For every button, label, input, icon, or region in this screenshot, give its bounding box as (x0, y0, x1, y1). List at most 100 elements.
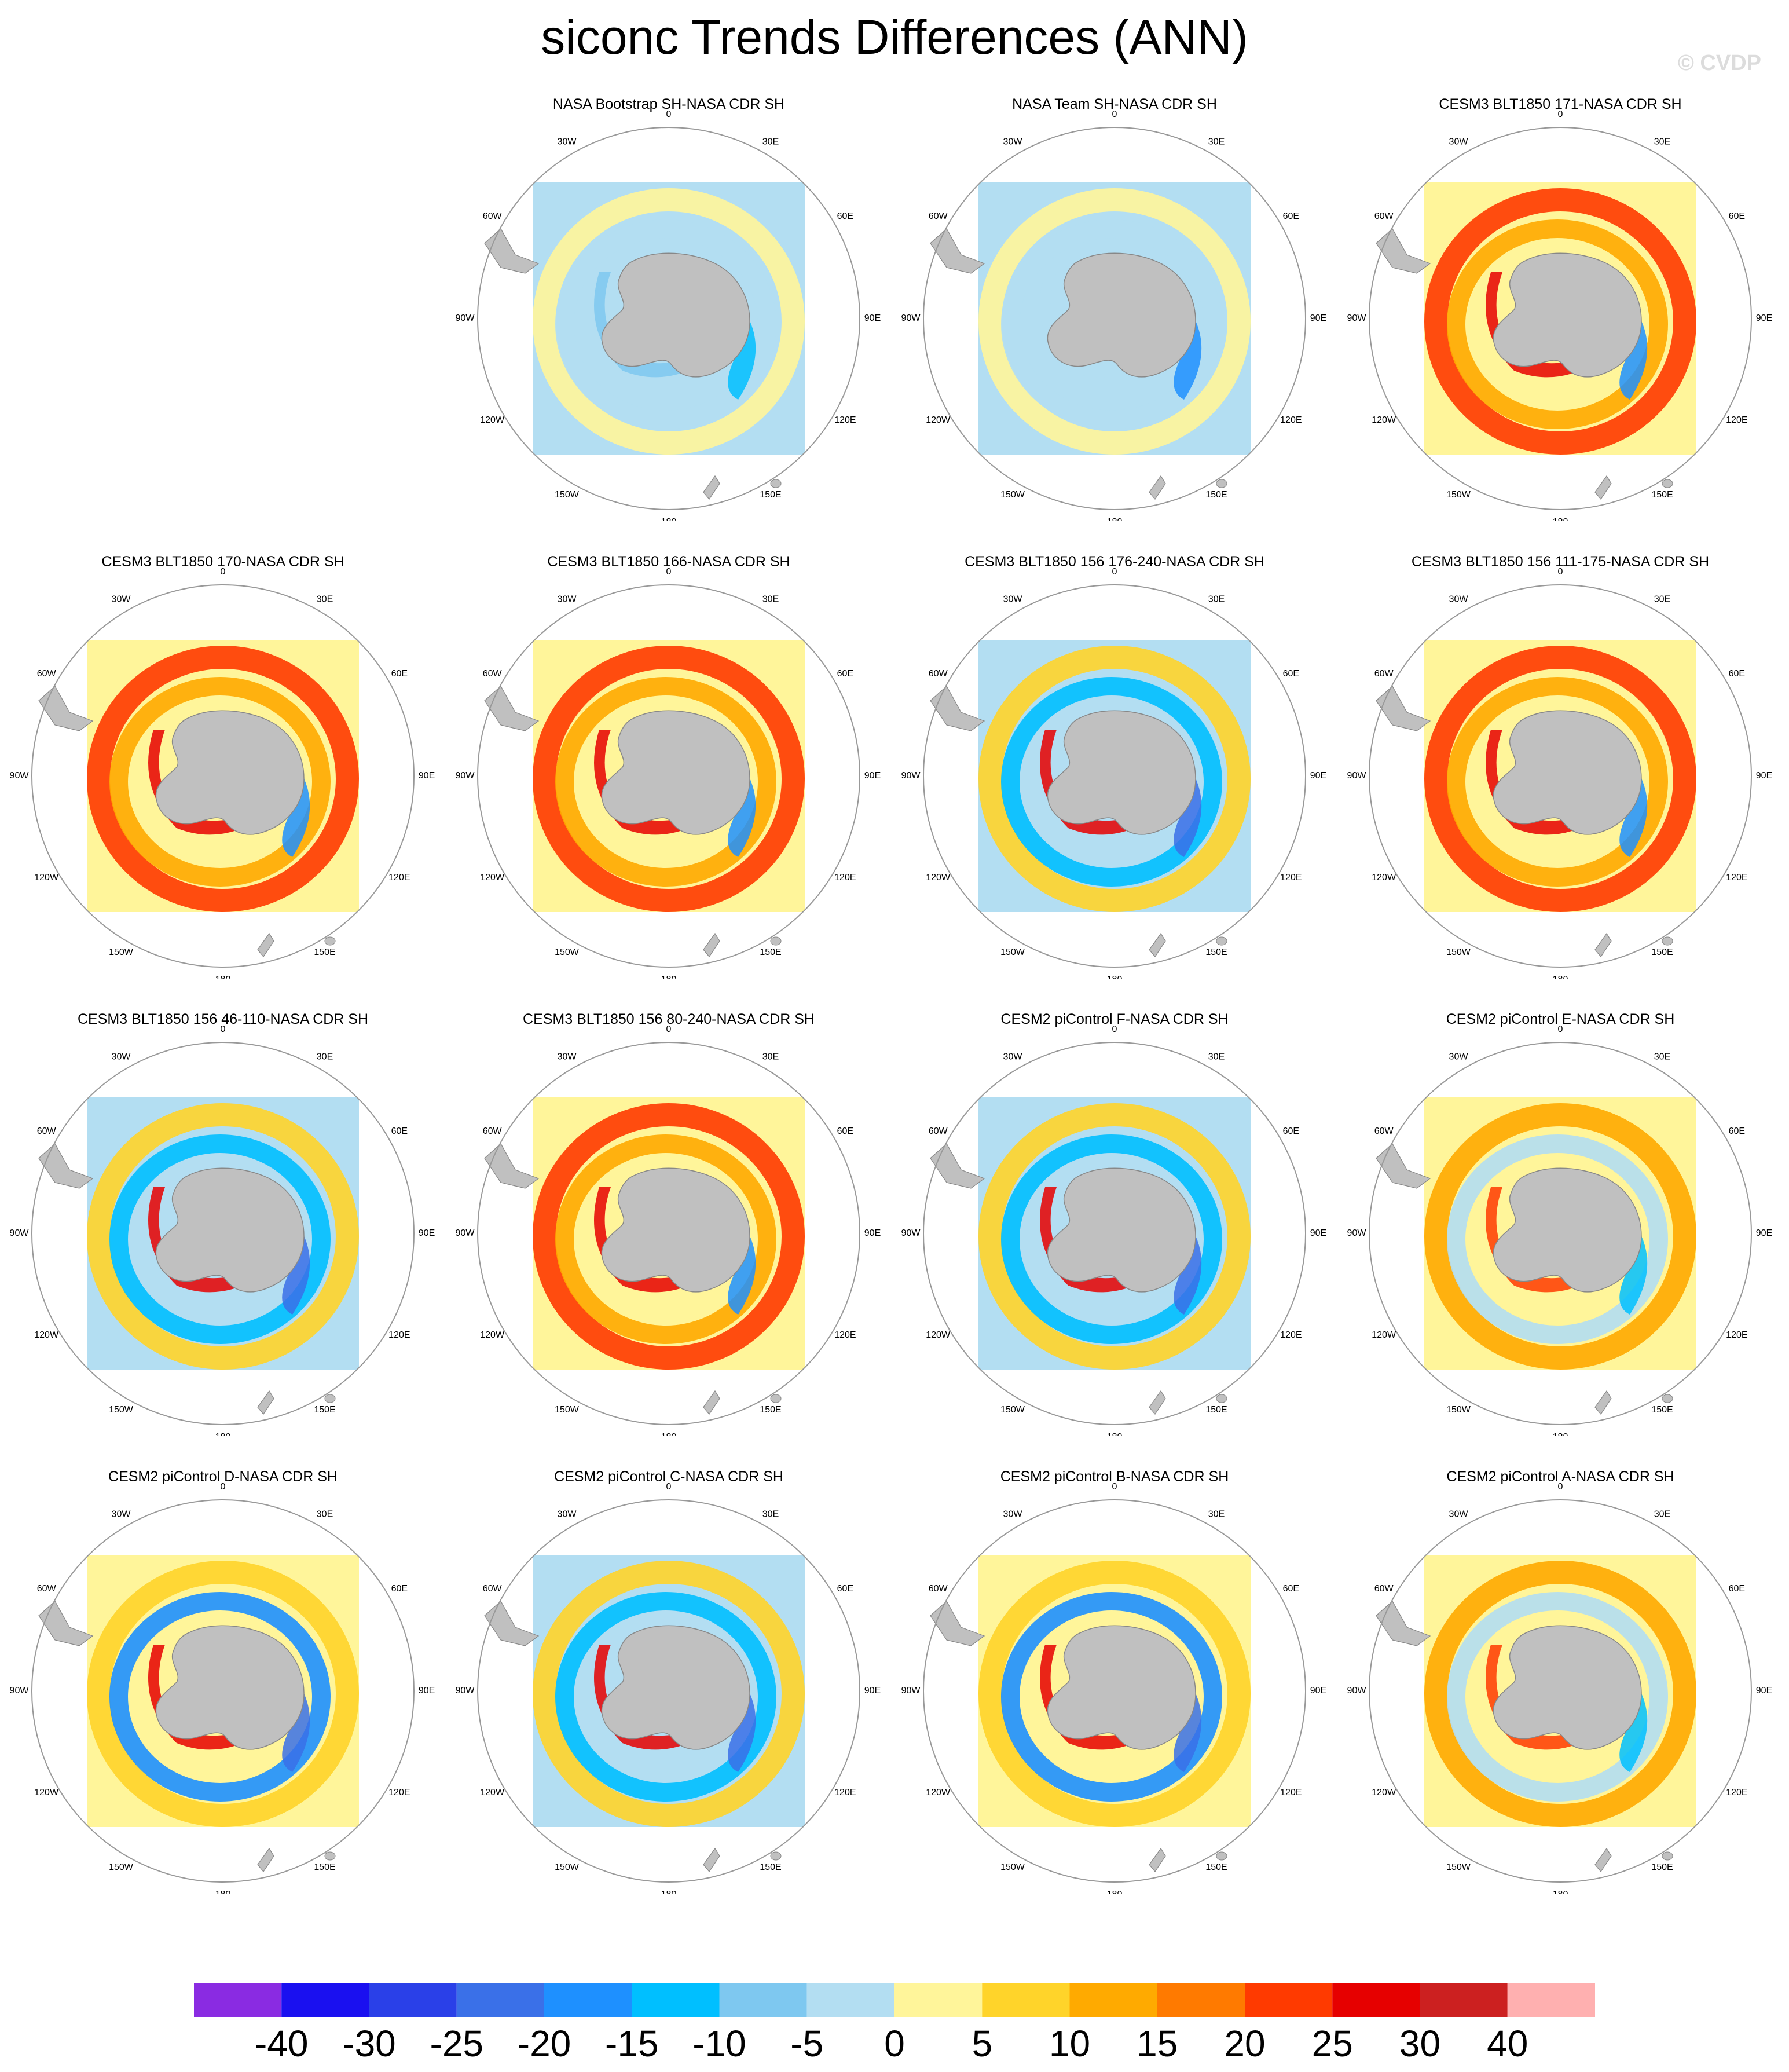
longitude-label: 0 (221, 567, 226, 577)
map-boundary-circle (477, 1499, 860, 1883)
longitude-label: 150W (109, 947, 134, 957)
south-america-landmass (1376, 1143, 1431, 1189)
map-boundary-circle (31, 1499, 415, 1883)
panel-title: CESM2 piControl F-NASA CDR SH (1000, 1011, 1228, 1027)
colorbar-swatch (1245, 1983, 1333, 2017)
new-zealand-landmass (703, 932, 720, 958)
panel-title: CESM3 BLT1850 156 46-110-NASA CDR SH (78, 1011, 368, 1027)
polar-map: CESM2 piControl E-NASA CDR SH0 30E 60E 90E 1… (1347, 1011, 1773, 1436)
longitude-label: 120W (480, 873, 505, 883)
anomaly-ring-outer (1424, 646, 1696, 912)
longitude-label: 30E (317, 1052, 333, 1061)
longitude-label: 90E (1756, 1686, 1772, 1696)
longitude-label: 30W (112, 1052, 131, 1061)
map-panel: CESM2 piControl A-NASA CDR SH 0 30E 60E 90E 1… (1337, 1465, 1783, 1894)
longitude-label: 120E (1280, 1788, 1302, 1798)
longitude-label: 90E (1756, 771, 1772, 781)
antarctica-landmass (601, 252, 750, 378)
longitude-label: 30W (558, 594, 577, 604)
anomaly-ring-outer (978, 188, 1251, 455)
tasmania-landmass (770, 479, 782, 488)
anomaly-ring-inner (1447, 1134, 1668, 1344)
colorbar-tick-label: 20 (1224, 2023, 1265, 2064)
colorbar-tick-label: 25 (1312, 2023, 1353, 2064)
longitude-label: 150W (1446, 1862, 1471, 1872)
panel-title: CESM3 BLT1850 156 111-175-NASA CDR SH (1412, 554, 1709, 570)
new-zealand-landmass (1149, 1390, 1166, 1415)
map-boundary-circle (1369, 1042, 1752, 1425)
tasmania-landmass (770, 1851, 782, 1861)
new-zealand-landmass (1594, 1847, 1612, 1873)
anomaly-ring-inner (1447, 1592, 1668, 1802)
longitude-label: 30W (1449, 1509, 1469, 1519)
anomaly-ring-inner (1447, 677, 1668, 887)
colorbar-tick-label: 40 (1487, 2023, 1528, 2064)
longitude-label: 30E (1654, 1509, 1670, 1519)
longitude-label: 150W (1000, 1862, 1025, 1872)
anomaly-ring-inner (1447, 219, 1668, 429)
longitude-label: 60W (929, 1126, 948, 1136)
longitude-label: 60E (1729, 1126, 1745, 1136)
longitude-label: 150E (760, 1405, 781, 1415)
longitude-label: 60E (1283, 669, 1299, 679)
panel-title: CESM3 BLT1850 170-NASA CDR SH (101, 554, 344, 570)
colorbar-tick-label: -10 (692, 2023, 746, 2064)
colorbar-tick-label: -30 (342, 2023, 396, 2064)
longitude-label: 60W (483, 1584, 503, 1594)
longitude-label: 0 (1558, 567, 1563, 577)
longitude-label: 60W (929, 669, 948, 679)
longitude-label: 90W (10, 1686, 30, 1696)
longitude-label: 150W (555, 1862, 580, 1872)
longitude-label: 90E (1756, 1228, 1772, 1238)
anomaly-ring-outer (1424, 1103, 1696, 1370)
longitude-label: 0 (1112, 109, 1117, 119)
longitude-label: 0 (1558, 1024, 1563, 1034)
map-boundary-circle (923, 1499, 1306, 1883)
south-america-landmass (38, 1143, 94, 1189)
colorbar-swatch (982, 1983, 1070, 2017)
longitude-label: 120W (926, 1788, 951, 1798)
polar-map: CESM3 BLT1850 156 80-240-NASA CDR SH0 30E… (456, 1011, 881, 1436)
map-boundary-circle (1369, 1499, 1752, 1883)
longitude-label: 150E (760, 1862, 781, 1872)
longitude-label: 90W (1347, 1686, 1367, 1696)
anomaly-ring-inner (1001, 219, 1222, 429)
longitude-label: 120W (480, 1330, 505, 1340)
longitude-label: 90E (864, 1228, 881, 1238)
map-panel: CESM3 BLT1850 156 46-110-NASA CDR SH 0 30E… (0, 1008, 446, 1436)
new-zealand-landmass (703, 1847, 720, 1873)
longitude-label: 90E (864, 313, 881, 323)
longitude-label: 60W (929, 211, 948, 221)
anomaly-ring-outer (533, 1561, 805, 1827)
longitude-label: 120W (34, 873, 59, 883)
colorbar-tick-label: 15 (1137, 2023, 1178, 2064)
tasmania-landmass (770, 1394, 782, 1403)
longitude-label: 90W (901, 1686, 921, 1696)
polar-map: CESM3 BLT1850 166-NASA CDR SH0 30E 60E 90E 1… (456, 554, 881, 979)
south-america-landmass (484, 1143, 540, 1189)
polar-map: CESM3 BLT1850 156 46-110-NASA CDR SH0 30E… (10, 1011, 435, 1436)
new-zealand-landmass (1594, 1390, 1612, 1415)
longitude-label: 120W (1372, 1788, 1396, 1798)
longitude-label: 60W (483, 1126, 503, 1136)
longitude-label: 150W (555, 947, 580, 957)
anomaly-ring-inner (555, 1592, 776, 1802)
colorbar-tick-label: -25 (430, 2023, 484, 2064)
map-panel: NASA Bootstrap SH-NASA CDR SH 0 30E 60E 90E 1… (446, 93, 892, 521)
colorbar-swatch (719, 1983, 807, 2017)
longitude-label: 30W (1003, 594, 1023, 604)
anomaly-ring-inner (1001, 1134, 1222, 1344)
longitude-label: 120E (834, 873, 856, 883)
longitude-label: 120W (926, 1330, 951, 1340)
colorbar-tick-label: -40 (255, 2023, 309, 2064)
panel-title: NASA Bootstrap SH-NASA CDR SH (553, 96, 784, 112)
antarctica-landmass (601, 1167, 750, 1293)
new-zealand-landmass (257, 1390, 274, 1415)
tasmania-landmass (324, 1851, 336, 1861)
colorbar-swatch (194, 1983, 282, 2017)
antarctica-landmass (1493, 1625, 1642, 1750)
anomaly-ring-inner (1001, 1592, 1222, 1802)
longitude-label: 180 (661, 975, 677, 979)
longitude-label: 90W (456, 1228, 475, 1238)
anomaly-ring-inner (555, 219, 776, 429)
